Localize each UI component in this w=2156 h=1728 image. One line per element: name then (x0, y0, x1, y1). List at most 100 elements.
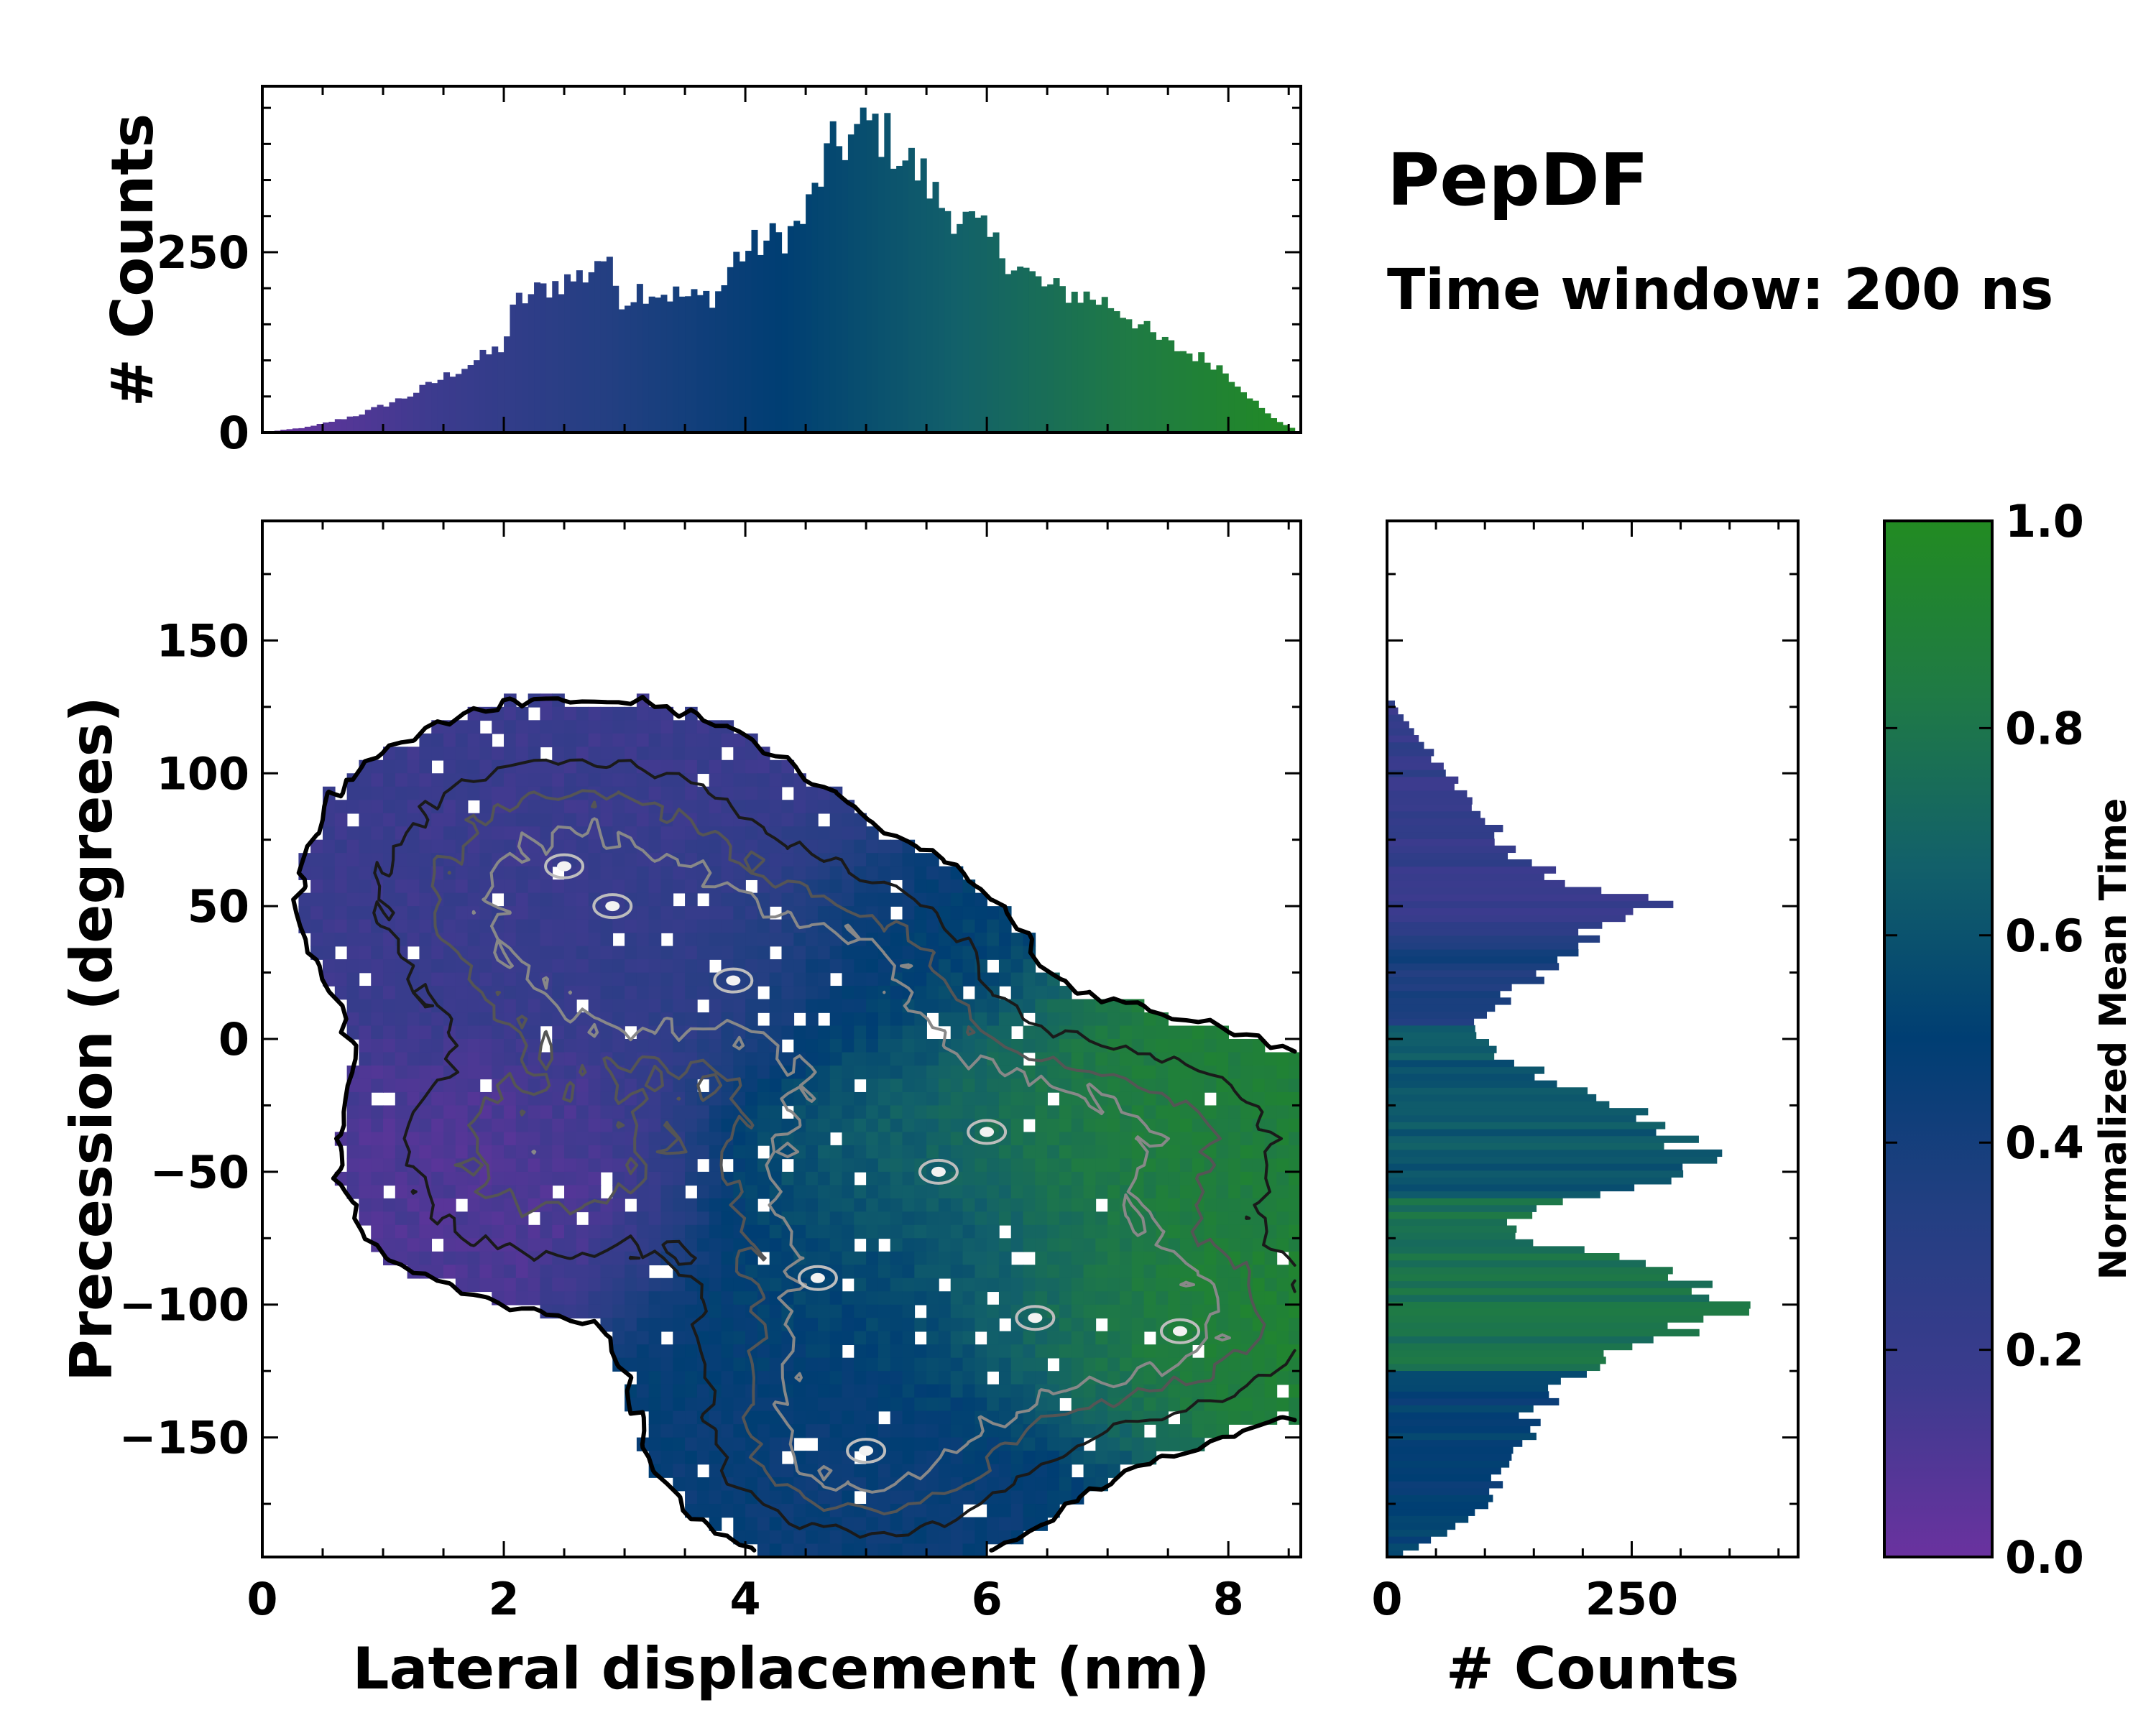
density-cell (1289, 1052, 1301, 1066)
top-histogram-bar (1035, 276, 1042, 433)
density-cell (383, 879, 396, 894)
density-cell (926, 1437, 939, 1451)
top-histogram-bar (612, 285, 619, 433)
density-cell (1010, 1490, 1024, 1505)
density-cell (443, 1265, 456, 1279)
density-cell (395, 800, 408, 814)
density-cell (1143, 1318, 1157, 1332)
density-cell (455, 747, 469, 761)
density-cell (636, 1105, 650, 1119)
density-cell (757, 919, 770, 933)
density-cell (504, 972, 517, 987)
density-cell (1047, 1198, 1060, 1213)
density-cell (998, 1132, 1012, 1146)
density-cell (1071, 1331, 1084, 1346)
density-cell (673, 853, 686, 867)
density-cell (660, 1171, 674, 1186)
density-cell (479, 919, 493, 933)
density-cell (395, 1211, 408, 1226)
density-cell (926, 999, 939, 1013)
density-cell (1107, 1371, 1120, 1385)
density-cell (455, 1211, 469, 1226)
density-cell (1071, 1065, 1084, 1080)
density-cell (829, 1145, 843, 1160)
density-cell (492, 1065, 505, 1080)
density-cell (709, 1052, 722, 1066)
top-histogram-bar (884, 113, 891, 433)
density-cell (1179, 1132, 1193, 1146)
density-cell (1131, 1039, 1145, 1053)
density-cell (685, 933, 698, 947)
density-cell (1276, 1304, 1289, 1319)
density-cell (1192, 1424, 1205, 1438)
density-cell (938, 986, 952, 1000)
density-cell (383, 773, 396, 787)
density-cell (455, 786, 469, 801)
density-cell (1095, 1132, 1108, 1146)
density-cell (975, 1344, 987, 1359)
density-cell (371, 1025, 384, 1040)
density-cell (733, 892, 746, 907)
density-cell (1156, 1065, 1169, 1080)
density-cell (528, 1158, 541, 1173)
density-cell (745, 1291, 758, 1306)
density-cell (950, 1238, 964, 1252)
density-cell (685, 1490, 698, 1505)
density-cell (334, 959, 348, 974)
density-cell (877, 1078, 891, 1093)
top-histogram-bar (377, 405, 384, 433)
density-cell (769, 1158, 783, 1173)
density-cell (998, 1158, 1012, 1173)
density-cell (612, 733, 625, 748)
density-cell (479, 959, 493, 974)
right-histogram-bar (1387, 728, 1414, 736)
density-cell (467, 933, 481, 947)
density-cell (757, 1132, 770, 1146)
density-cell (298, 892, 312, 907)
density-cell (504, 1039, 517, 1053)
density-cell (1228, 1224, 1241, 1239)
density-cell (660, 733, 674, 748)
density-cell (709, 946, 722, 960)
density-cell (1083, 1238, 1097, 1252)
density-cell (721, 1091, 734, 1106)
density-cell (938, 1437, 952, 1451)
density-cell (902, 1052, 916, 1066)
density-cell (745, 933, 758, 947)
density-cell (636, 1357, 650, 1372)
density-cell (455, 1065, 469, 1080)
density-cell (696, 1211, 710, 1226)
density-cell (854, 1291, 867, 1306)
top-histogram-bar (1017, 266, 1024, 433)
density-cell (395, 1025, 408, 1040)
density-cell (504, 986, 517, 1000)
density-cell (540, 773, 553, 787)
density-cell (817, 1410, 831, 1425)
density-cell (431, 1145, 444, 1160)
density-cell (745, 1384, 758, 1398)
density-cell (1047, 1424, 1060, 1438)
density-cell (975, 906, 987, 920)
top-histogram-bar (353, 416, 360, 433)
density-cell (660, 1132, 674, 1146)
density-cell (648, 959, 662, 974)
density-cell (540, 1211, 553, 1226)
density-cell (987, 1318, 1000, 1332)
density-cell (1119, 1451, 1133, 1465)
density-cell (1107, 1397, 1120, 1412)
density-cell (540, 826, 553, 841)
density-peak (931, 1166, 946, 1177)
top-histogram-bar (877, 157, 885, 433)
density-cell (1168, 1304, 1181, 1319)
density-cell (902, 879, 916, 894)
density-cell (443, 759, 456, 775)
density-cell (1119, 1158, 1133, 1173)
density-cell (383, 919, 396, 933)
density-cell (1095, 1078, 1108, 1093)
density-cell (443, 1251, 456, 1266)
density-cell (600, 1251, 614, 1266)
right-histogram-bar (1387, 900, 1674, 908)
density-cell (1107, 1198, 1120, 1213)
density-cell (431, 1251, 444, 1266)
density-cell (1010, 1158, 1024, 1173)
